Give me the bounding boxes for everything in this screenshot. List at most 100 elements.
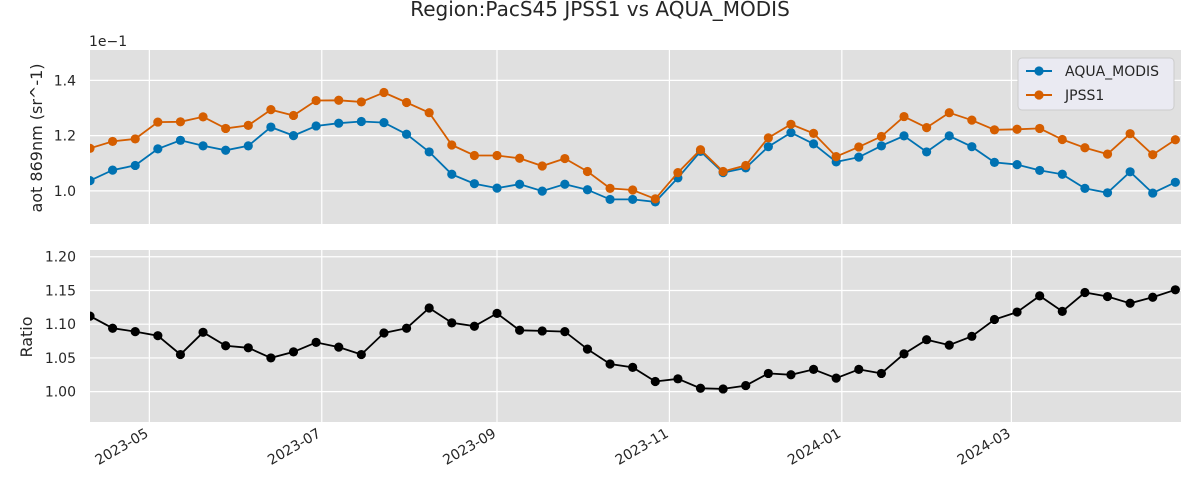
data-point-jpss1 [492,150,502,161]
data-point-ratio [175,349,186,360]
data-point-ratio [989,314,1000,325]
data-point-jpss1 [153,117,163,127]
data-point-jpss1 [221,123,231,134]
data-point-ratio [130,327,140,337]
data-point-aqua_modis [379,118,389,128]
data-point-ratio [831,373,841,383]
data-point-aqua_modis [469,179,479,189]
data-point-aqua_modis [967,142,977,152]
data-point-aqua_modis [560,179,570,189]
data-point-aqua_modis [854,152,864,162]
data-point-jpss1 [469,150,479,161]
data-point-ratio [763,368,773,379]
data-point-jpss1 [356,97,366,107]
bottom-ytick-label: 1.20 [45,250,76,266]
data-point-jpss1 [650,194,660,204]
data-point-aqua_modis [1148,188,1158,198]
data-point-aqua_modis [266,122,276,132]
data-point-ratio [1125,298,1135,308]
bottom-ylabel: Ratio [17,316,36,357]
top-ytick-label: 1.0 [54,184,76,200]
data-point-aqua_modis [356,116,366,127]
data-point-ratio [447,318,457,328]
data-point-jpss1 [899,111,909,122]
data-point-jpss1 [198,112,208,122]
data-point-aqua_modis [221,145,231,155]
data-point-jpss1 [831,152,841,162]
data-point-ratio [1148,292,1158,302]
data-point-jpss1 [582,166,593,177]
data-point-jpss1 [808,128,819,139]
data-point-ratio [741,380,751,391]
legend-box [1017,57,1175,111]
data-point-jpss1 [1125,129,1135,139]
data-point-ratio [673,374,683,384]
data-point-ratio [1057,306,1067,316]
data-point-ratio [356,349,366,360]
data-point-ratio [379,328,389,338]
data-point-aqua_modis [628,194,638,205]
xtick-label: 2024-01 [785,426,844,469]
data-point-ratio [221,341,231,351]
data-point-aqua_modis [763,142,773,152]
data-point-jpss1 [922,123,932,133]
data-point-jpss1 [854,142,864,152]
data-point-ratio [718,384,728,394]
data-point-aqua_modis [1080,183,1090,193]
data-point-jpss1 [1057,134,1067,145]
data-point-aqua_modis [786,127,796,138]
data-point-ratio [243,343,253,353]
data-point-ratio [198,327,208,337]
bottom-ytick-label: 1.15 [45,283,76,299]
data-point-ratio [401,323,412,333]
data-point-jpss1 [1170,135,1180,145]
data-point-ratio [695,383,706,393]
data-point-aqua_modis [1170,177,1180,187]
data-point-jpss1 [90,143,95,153]
data-point-jpss1 [1102,149,1113,159]
data-point-jpss1 [876,131,886,142]
bottom-panel-background [90,250,1181,422]
legend-marker-jpss1 [1034,90,1044,100]
data-point-aqua_modis [1057,169,1067,179]
data-point-aqua_modis [922,147,932,157]
data-point-jpss1 [1035,123,1045,134]
data-point-jpss1 [401,97,412,108]
data-point-aqua_modis [334,118,344,128]
top-panel-background [90,50,1181,224]
data-point-aqua_modis [582,185,593,195]
data-point-ratio [266,353,276,363]
data-point-jpss1 [741,160,751,171]
xtick-label: 2024-03 [955,426,1014,469]
chart-title: Region:PacS45 JPSS1 vs AQUA_MODIS [410,0,790,21]
data-point-ratio [582,344,593,354]
xtick-label: 2023-05 [93,426,152,469]
data-point-ratio [967,331,977,341]
data-point-ratio [605,359,615,369]
data-point-ratio [876,368,886,379]
data-point-aqua_modis [108,165,118,175]
data-point-aqua_modis [243,141,253,151]
offset-text: 1e−1 [89,34,127,50]
data-point-ratio [334,342,344,352]
data-point-jpss1 [311,95,321,106]
data-point-ratio [311,337,321,348]
legend-label-aqua_modis: AQUA_MODIS [1065,64,1159,80]
data-point-ratio [1012,307,1022,317]
top-ytick-label: 1.4 [54,73,76,89]
top-ylabel: aot 869nm (sr^-1) [27,63,46,212]
data-point-jpss1 [537,161,547,171]
top-axes: 1.0 1.2 1.4 [54,50,1181,224]
legend: AQUA_MODIS JPSS1 [1017,57,1175,111]
data-point-ratio [288,347,299,357]
data-point-aqua_modis [1012,160,1022,170]
data-point-jpss1 [447,140,457,150]
data-point-aqua_modis [1125,167,1135,177]
data-point-aqua_modis [492,183,502,193]
data-point-ratio [808,364,819,374]
data-point-jpss1 [1012,124,1022,134]
data-point-jpss1 [967,115,977,125]
bottom-ytick-label: 1.05 [45,351,76,367]
data-point-ratio [537,326,547,336]
